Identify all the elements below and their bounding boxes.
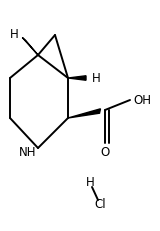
Text: H: H bbox=[10, 28, 18, 42]
Text: OH: OH bbox=[133, 94, 151, 106]
Text: H: H bbox=[92, 72, 100, 85]
Polygon shape bbox=[22, 37, 38, 55]
Polygon shape bbox=[68, 109, 100, 118]
Polygon shape bbox=[68, 76, 86, 80]
Text: O: O bbox=[100, 146, 110, 158]
Text: H: H bbox=[86, 176, 94, 188]
Text: Cl: Cl bbox=[94, 198, 106, 212]
Text: NH: NH bbox=[19, 146, 37, 158]
